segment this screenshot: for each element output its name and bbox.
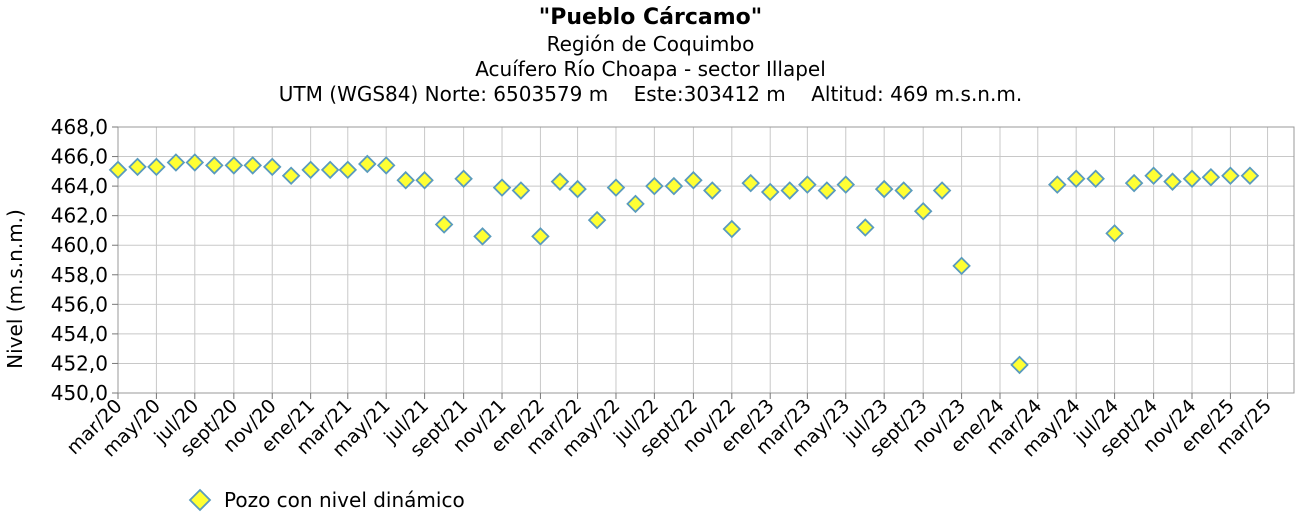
- data-point: [645, 176, 664, 196]
- data-point: [185, 153, 205, 172]
- data-point: [952, 256, 971, 276]
- data-point: [894, 181, 913, 200]
- data-point: [932, 181, 952, 200]
- data-point: [1048, 175, 1067, 194]
- data-point: [1201, 167, 1221, 187]
- data-point: [780, 181, 800, 200]
- grid-lines: [117, 126, 1294, 394]
- data-point: [434, 215, 454, 234]
- data-point: [281, 166, 301, 186]
- data-point: [473, 227, 492, 246]
- data-point: [531, 227, 550, 246]
- y-tick-label: 456,0: [51, 292, 108, 316]
- data-point: [358, 154, 377, 174]
- legend: Pozo con nivel dinámico: [188, 488, 465, 512]
- data-point: [760, 182, 780, 202]
- data-point: [1066, 169, 1086, 188]
- data-point: [684, 170, 703, 190]
- data-point: [205, 156, 224, 175]
- data-point: [108, 160, 128, 180]
- data-point: [224, 156, 244, 175]
- data-point: [1144, 166, 1163, 186]
- data-point: [817, 181, 837, 200]
- data-point: [147, 157, 166, 177]
- data-point: [166, 153, 186, 172]
- data-point: [626, 194, 645, 214]
- data-point: [606, 178, 626, 197]
- x-axis-ticks: mar/20may/20jul/20sept/20nov/20ene/21mar…: [63, 393, 1276, 461]
- data-point: [128, 157, 147, 177]
- data-point: [874, 179, 894, 199]
- y-tick-label: 454,0: [51, 322, 108, 346]
- y-axis-ticks: 450,0 452,0 454,0 456,0 458,0 460,0 462,0 464,0…: [51, 115, 118, 405]
- legend-marker-diamond: [188, 488, 212, 512]
- data-point: [320, 160, 340, 180]
- data-point: [1124, 173, 1144, 193]
- data-point: [1105, 224, 1124, 243]
- data-point: [587, 210, 607, 230]
- data-point: [301, 160, 320, 180]
- data-point: [454, 169, 473, 188]
- data-point: [703, 181, 722, 200]
- y-tick-label: 468,0: [51, 115, 108, 139]
- y-tick-label: 462,0: [51, 204, 108, 228]
- chart-subtitle-region: Región de Coquimbo: [546, 32, 755, 56]
- data-point: [338, 160, 358, 180]
- data-point: [568, 179, 587, 199]
- data-point: [243, 156, 262, 175]
- chart-titles: "Pueblo Cárcamo" Región de Coquimbo Acuí…: [0, 4, 1301, 107]
- data-point: [1163, 172, 1182, 191]
- data-point: [550, 172, 570, 191]
- data-point: [836, 175, 856, 194]
- data-point: [741, 173, 760, 193]
- plot-area-frame: [117, 126, 1295, 394]
- data-point: [415, 170, 434, 190]
- data-point: [262, 157, 282, 177]
- data-point: [511, 181, 531, 200]
- data-point: [798, 175, 817, 194]
- y-tick-label: 452,0: [51, 351, 108, 375]
- data-point: [1086, 169, 1105, 188]
- chart-subtitle-aquifer: Acuífero Río Choapa - sector Illapel: [475, 57, 826, 81]
- data-point: [1221, 166, 1240, 186]
- data-point: [1240, 166, 1260, 186]
- data-point: [376, 156, 396, 175]
- data-point: [913, 201, 933, 221]
- data-point: [664, 176, 684, 196]
- data-point: [1182, 169, 1202, 188]
- data-point: [856, 218, 875, 237]
- data-point: [722, 219, 742, 239]
- data-points: [108, 153, 1260, 375]
- y-tick-label: 450,0: [51, 381, 108, 405]
- y-tick-label: 466,0: [51, 145, 108, 169]
- data-point: [1010, 355, 1029, 375]
- chart-title: "Pueblo Cárcamo": [538, 5, 763, 30]
- y-tick-label: 458,0: [51, 263, 108, 287]
- chart-subtitle-coordinates: UTM (WGS84) Norte: 6503579 m Este:303412…: [278, 82, 1023, 106]
- data-point: [492, 178, 512, 197]
- y-tick-label: 460,0: [51, 233, 108, 257]
- y-tick-label: 464,0: [51, 174, 108, 198]
- data-point: [396, 170, 415, 190]
- y-axis-label: Nivel (m.s.n.m.): [3, 209, 27, 369]
- legend-label: Pozo con nivel dinámico: [224, 488, 465, 512]
